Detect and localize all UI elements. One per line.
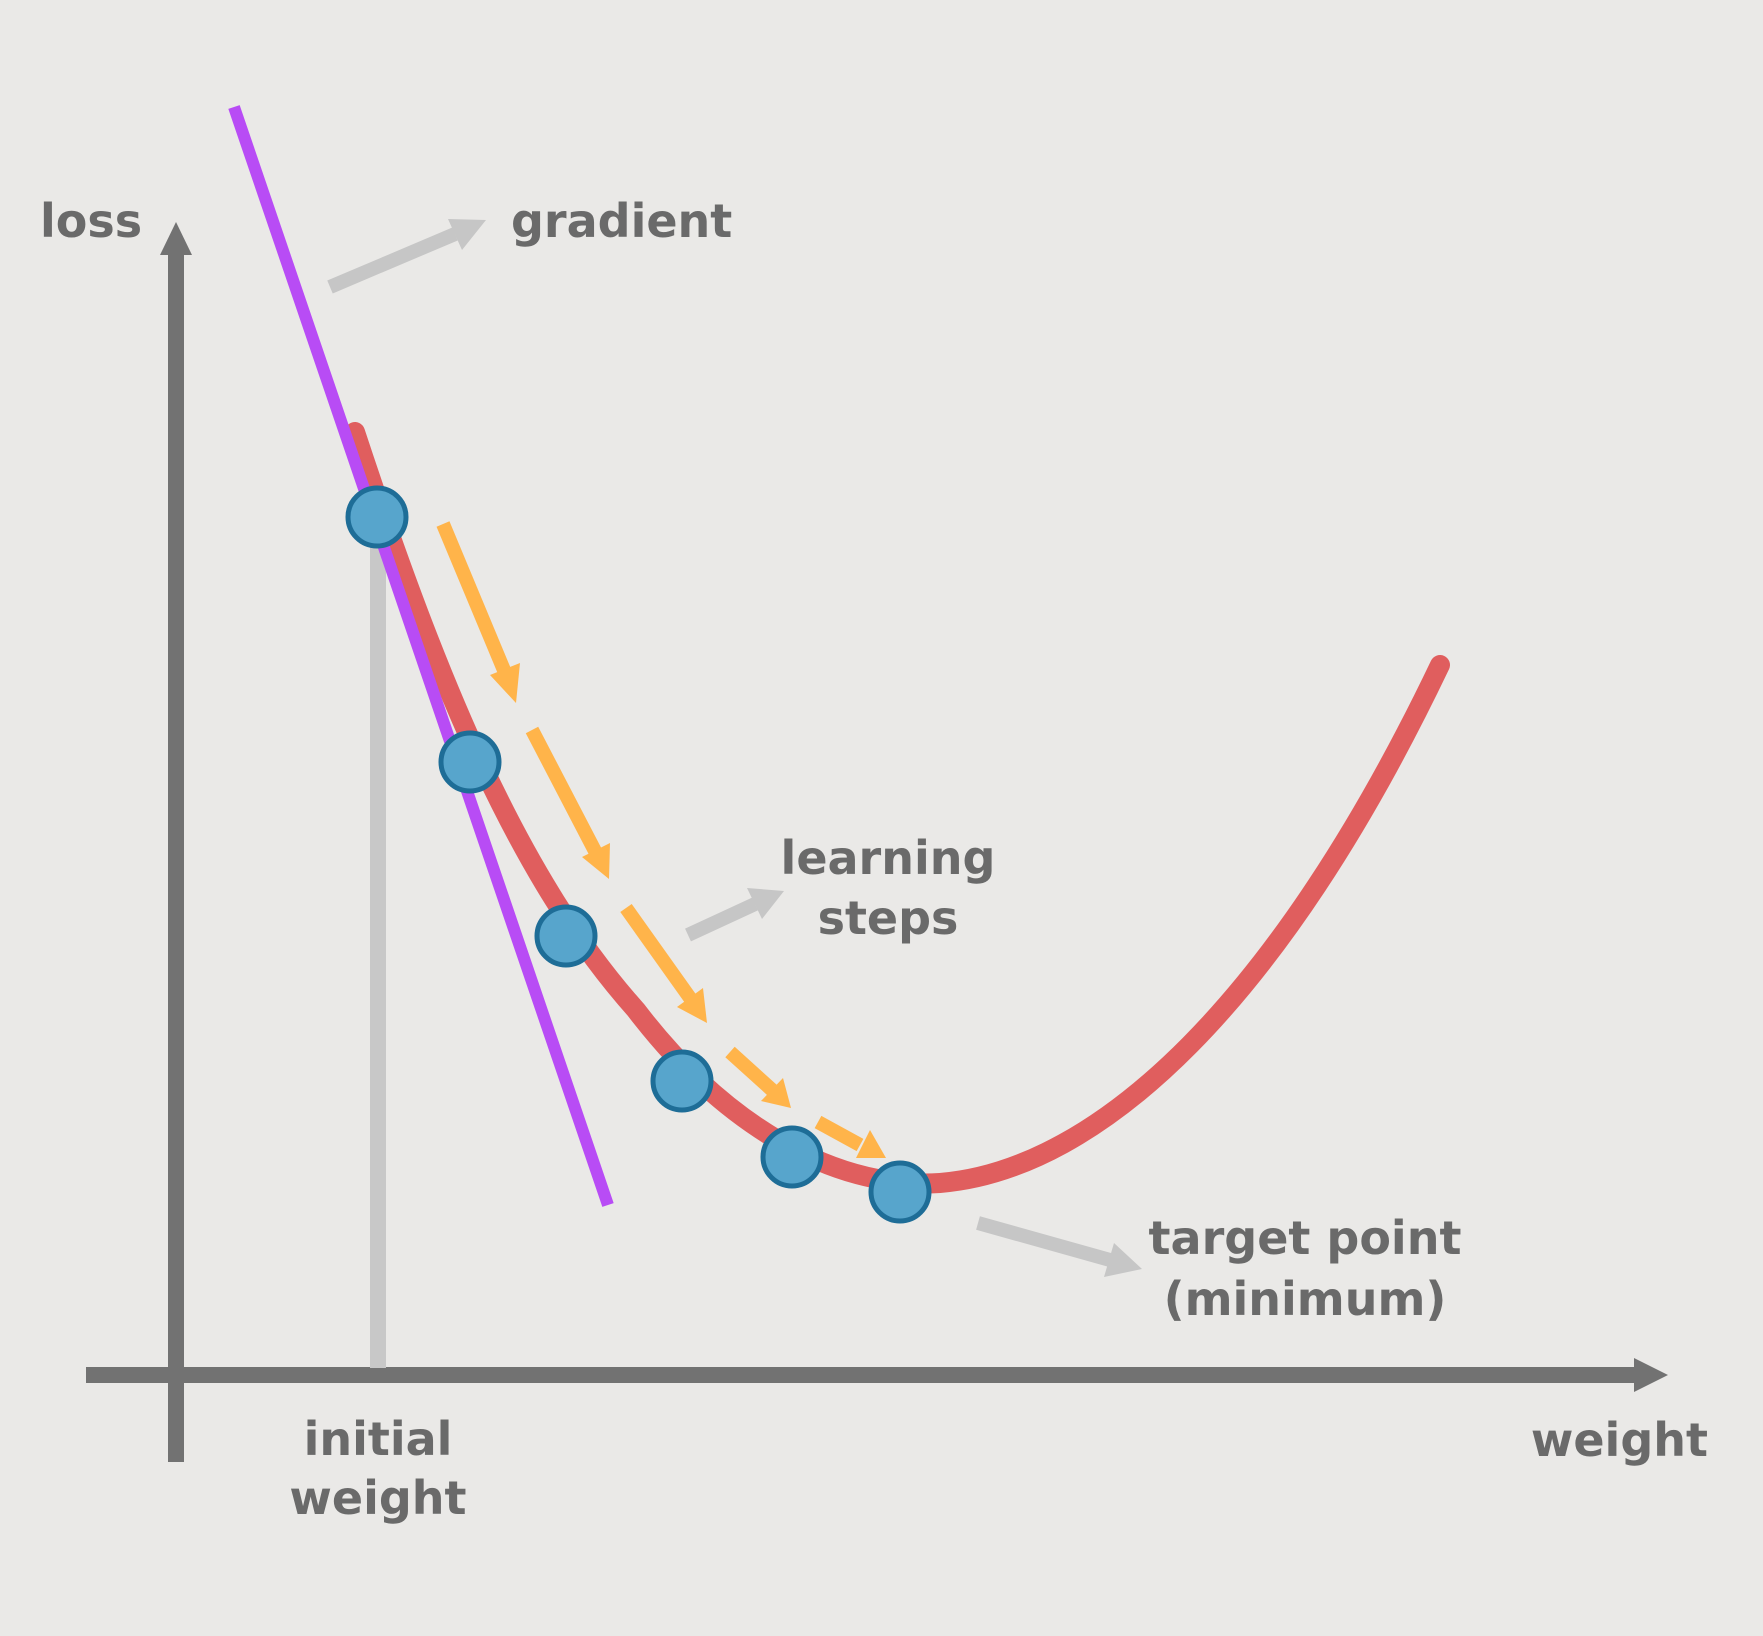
target-point-label-line2: (minimum) [1164,1272,1447,1326]
target-pointer-arrow [976,1216,1142,1277]
step-arrow-3 [620,903,707,1023]
x-axis-label: weight [1531,1413,1708,1467]
gradient-label: gradient [511,194,732,248]
point-minimum [868,1160,932,1224]
learning-steps-label-line2: steps [818,891,959,945]
learning-step-arrows [436,521,886,1158]
point-initial [345,485,409,549]
gradient-tangent-line [228,105,614,1207]
y-axis-arrowhead [160,222,192,255]
y-axis-label: loss [40,194,142,248]
learning-steps-pointer-arrow [685,888,784,942]
point-step-2 [534,904,598,968]
step-arrow-5 [814,1115,886,1158]
step-arrow-2 [525,726,610,879]
target-point-label-line1: target point [1149,1211,1462,1265]
learning-steps-label-line1: learning [781,831,996,885]
step-arrow-4 [725,1046,791,1108]
point-step-1 [438,730,502,794]
step-arrow-1 [436,521,520,703]
point-step-3 [650,1049,714,1113]
initial-weight-label-line1: initial [304,1412,453,1466]
point-step-4 [760,1125,824,1189]
gradient-pointer-arrow [327,219,486,294]
x-axis-arrowhead [1634,1358,1668,1392]
descent-points [345,485,932,1224]
pointer-arrows [327,219,1142,1277]
axes [86,222,1668,1462]
loss-curve [345,422,1450,1194]
initial-weight-label-line2: weight [289,1471,466,1525]
